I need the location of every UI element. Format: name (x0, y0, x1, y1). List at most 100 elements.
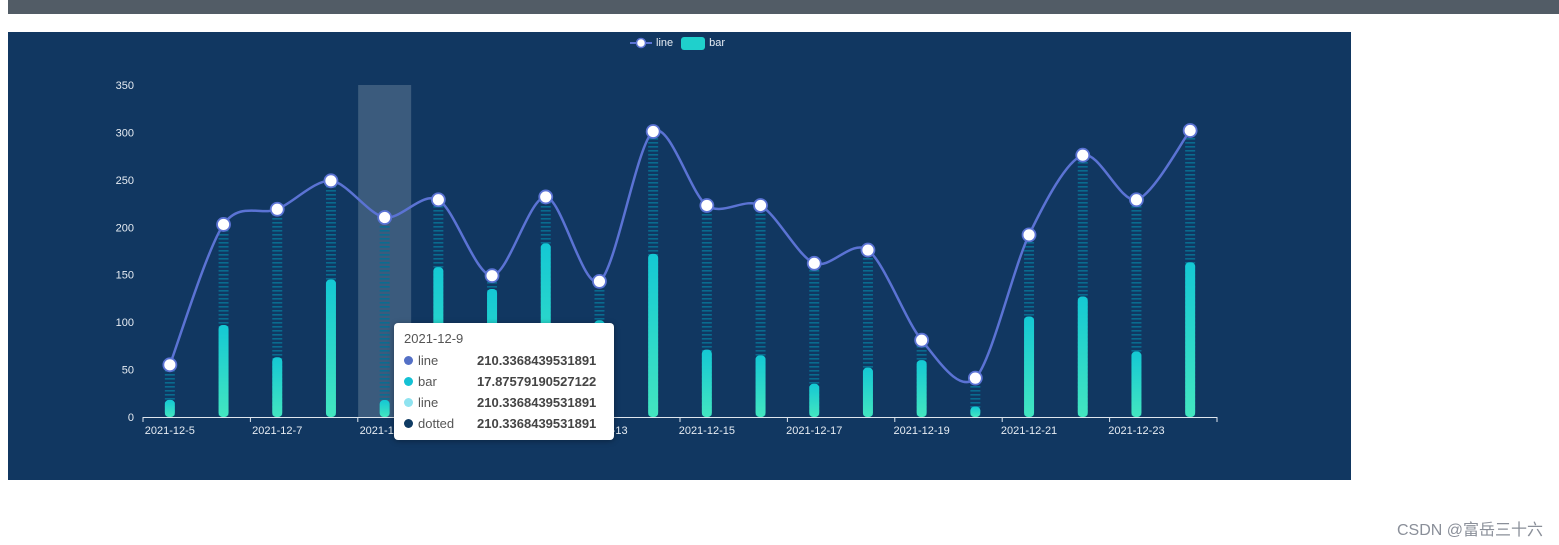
dotted-dash (1185, 250, 1196, 252)
dotted-dash (272, 234, 283, 236)
dotted-dash (809, 326, 820, 328)
dotted-dash (1131, 226, 1142, 228)
dotted-dash (1185, 230, 1196, 232)
dotted-dash (1077, 178, 1088, 180)
tooltip-series-value: 210.3368439531891 (477, 353, 597, 368)
dotted-dash (701, 306, 712, 308)
dotted-dash (272, 326, 283, 328)
dotted-dash (1185, 210, 1196, 212)
dotted-dash (701, 314, 712, 316)
dotted-dash (218, 242, 229, 244)
dotted-dash (379, 338, 390, 340)
dotted-dash (1131, 278, 1142, 280)
dotted-dash (218, 294, 229, 296)
dotted-dash (1185, 190, 1196, 192)
bar (1077, 296, 1088, 417)
dotted-dash (272, 246, 283, 248)
dotted-dash (1077, 182, 1088, 184)
dotted-dash (1024, 310, 1035, 312)
dotted-dash (1077, 222, 1088, 224)
dotted-dash (1131, 250, 1142, 252)
dotted-dash (1185, 178, 1196, 180)
dotted-dash (164, 390, 175, 392)
dotted-dash (862, 362, 873, 364)
line-point (645, 124, 661, 139)
dotted-dash (648, 178, 659, 180)
dotted-dash (809, 354, 820, 356)
dotted-dash (1185, 238, 1196, 240)
dotted-dash (1185, 222, 1196, 224)
dotted-dash (755, 354, 766, 356)
dotted-dash (1077, 250, 1088, 252)
dotted-dash (755, 346, 766, 348)
dotted-dash (218, 274, 229, 276)
dotted-dash (433, 230, 444, 232)
dotted-dash (1077, 198, 1088, 200)
legend-item-bar[interactable]: bar (681, 36, 726, 50)
dotted-dash (701, 250, 712, 252)
dotted-dash (379, 362, 390, 364)
dotted-dash (1185, 206, 1196, 208)
bar (916, 360, 927, 417)
top-bar (8, 0, 1559, 14)
dotted-dash (1077, 246, 1088, 248)
dotted-dash (1131, 310, 1142, 312)
dotted-dash (862, 330, 873, 332)
dotted-dash (594, 310, 605, 312)
dotted-dash (1131, 270, 1142, 272)
dotted-dash (1185, 254, 1196, 256)
tooltip-series-value: 17.87579190527122 (477, 374, 597, 389)
dotted-dash (1131, 246, 1142, 248)
tooltip-dot-icon (404, 398, 413, 407)
dotted-dash (594, 298, 605, 300)
dotted-dash (379, 294, 390, 296)
dotted-dash (1077, 266, 1088, 268)
dotted-dash (379, 330, 390, 332)
dotted-dash (272, 286, 283, 288)
legend-item-line[interactable]: line (630, 37, 673, 49)
dotted-dash (272, 294, 283, 296)
dotted-dash (809, 370, 820, 372)
dotted-dash (1131, 238, 1142, 240)
dotted-dash (809, 282, 820, 284)
dotted-dash (379, 346, 390, 348)
dotted-dash (433, 246, 444, 248)
dotted-dash (1077, 190, 1088, 192)
dotted-dash (862, 274, 873, 276)
dotted-dash (1077, 202, 1088, 204)
dotted-dash (755, 326, 766, 328)
dotted-dash (809, 350, 820, 352)
dotted-dash (755, 282, 766, 284)
dotted-dash (755, 250, 766, 252)
dotted-dash (1185, 198, 1196, 200)
dotted-dash (325, 266, 336, 268)
dotted-dash (1024, 286, 1035, 288)
dotted-dash (325, 226, 336, 228)
dotted-dash (701, 270, 712, 272)
dotted-dash (325, 262, 336, 264)
dotted-dash (433, 262, 444, 264)
y-tick-label: 150 (116, 270, 134, 282)
dotted-dash (862, 322, 873, 324)
dotted-dash (648, 190, 659, 192)
dotted-dash (916, 358, 927, 360)
dotted-dash (325, 278, 336, 280)
bar (970, 406, 981, 417)
dotted-dash (862, 262, 873, 264)
legend-label-bar: bar (709, 37, 726, 49)
dotted-dash (272, 302, 283, 304)
tooltip-dot-icon (404, 377, 413, 386)
dotted-dash (218, 298, 229, 300)
dotted-dash (809, 342, 820, 344)
dotted-dash (433, 266, 444, 268)
dotted-dash (272, 330, 283, 332)
bar (755, 355, 766, 417)
dotted-dash (648, 146, 659, 148)
dotted-dash (379, 354, 390, 356)
dotted-dash (701, 274, 712, 276)
dotted-dash (272, 278, 283, 280)
dotted-dash (272, 230, 283, 232)
dotted-dash (272, 306, 283, 308)
dotted-dash (1077, 166, 1088, 168)
